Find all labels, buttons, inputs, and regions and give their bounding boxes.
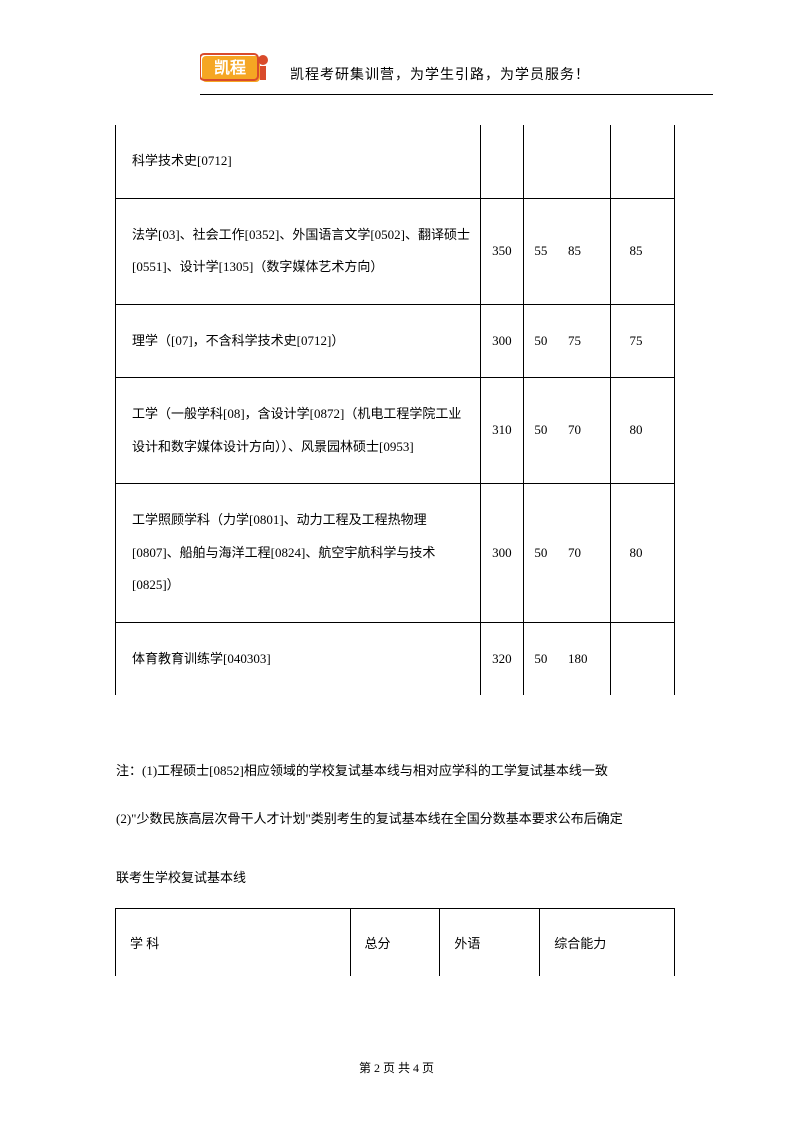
cell-s2: 55 bbox=[523, 198, 558, 304]
cell-desc: 体育教育训练学[040303] bbox=[116, 622, 481, 695]
cell-s2 bbox=[523, 125, 558, 198]
cell-s3: 180 bbox=[558, 622, 611, 695]
cell-total bbox=[481, 125, 523, 198]
note-1: 注：(1)工程硕士[0852]相应领域的学校复试基本线与相对应学科的工学复试基本… bbox=[90, 753, 703, 789]
cell-total: 310 bbox=[481, 378, 523, 484]
table-row: 体育教育训练学[040303] 320 50 180 bbox=[116, 622, 675, 695]
table-row: 法学[03]、社会工作[0352]、外国语言文学[0502]、翻译硕士[0551… bbox=[116, 198, 675, 304]
cell-s2: 50 bbox=[523, 304, 558, 378]
cell-s4: 85 bbox=[611, 198, 675, 304]
note-2: (2)"少数民族高层次骨干人才计划"类别考生的复试基本线在全国分数基本要求公布后… bbox=[90, 801, 703, 837]
cell-s3 bbox=[558, 125, 611, 198]
cell-s4 bbox=[611, 125, 675, 198]
table-row: 工学照顾学科（力学[0801]、动力工程及工程热物理[0807]、船舶与海洋工程… bbox=[116, 484, 675, 623]
cell-s4: 80 bbox=[611, 484, 675, 623]
cell-s2: 50 bbox=[523, 484, 558, 623]
cell-s4: 75 bbox=[611, 304, 675, 378]
cell-desc: 理学（[07]，不含科学技术史[0712]） bbox=[116, 304, 481, 378]
cell-s4 bbox=[611, 622, 675, 695]
table-header-row: 学 科 总分 外语 综合能力 bbox=[116, 909, 675, 977]
header-subject: 学 科 bbox=[116, 909, 351, 977]
score-table-main: 科学技术史[0712] 法学[03]、社会工作[0352]、外国语言文学[050… bbox=[115, 125, 675, 695]
cell-total: 320 bbox=[481, 622, 523, 695]
cell-s3: 70 bbox=[558, 378, 611, 484]
cell-s3: 70 bbox=[558, 484, 611, 623]
table-row: 理学（[07]，不含科学技术史[0712]） 300 50 75 75 bbox=[116, 304, 675, 378]
header-comprehensive: 综合能力 bbox=[540, 909, 675, 977]
cell-s2: 50 bbox=[523, 378, 558, 484]
sub-table-title: 联考生学校复试基本线 bbox=[90, 860, 703, 896]
header-foreign: 外语 bbox=[440, 909, 540, 977]
cell-s4: 80 bbox=[611, 378, 675, 484]
svg-text:凯程: 凯程 bbox=[214, 58, 246, 77]
cell-desc: 工学照顾学科（力学[0801]、动力工程及工程热物理[0807]、船舶与海洋工程… bbox=[116, 484, 481, 623]
page-header: 凯程 凯程考研集训营，为学生引路，为学员服务！ bbox=[200, 50, 713, 95]
cell-s3: 75 bbox=[558, 304, 611, 378]
cell-desc: 法学[03]、社会工作[0352]、外国语言文学[0502]、翻译硕士[0551… bbox=[116, 198, 481, 304]
cell-total: 350 bbox=[481, 198, 523, 304]
header-total: 总分 bbox=[350, 909, 440, 977]
cell-s3: 85 bbox=[558, 198, 611, 304]
cell-total: 300 bbox=[481, 304, 523, 378]
cell-desc: 工学（一般学科[08]，含设计学[0872]（机电工程学院工业设计和数字媒体设计… bbox=[116, 378, 481, 484]
logo: 凯程 bbox=[200, 50, 272, 88]
score-table-sub: 学 科 总分 外语 综合能力 bbox=[115, 908, 675, 976]
table-row: 科学技术史[0712] bbox=[116, 125, 675, 198]
header-tagline: 凯程考研集训营，为学生引路，为学员服务！ bbox=[290, 64, 590, 88]
cell-desc: 科学技术史[0712] bbox=[116, 125, 481, 198]
cell-s2: 50 bbox=[523, 622, 558, 695]
cell-total: 300 bbox=[481, 484, 523, 623]
page-footer: 第 2 页 共 4 页 bbox=[0, 1059, 793, 1076]
table-row: 工学（一般学科[08]，含设计学[0872]（机电工程学院工业设计和数字媒体设计… bbox=[116, 378, 675, 484]
notes-section: 注：(1)工程硕士[0852]相应领域的学校复试基本线与相对应学科的工学复试基本… bbox=[90, 753, 703, 896]
